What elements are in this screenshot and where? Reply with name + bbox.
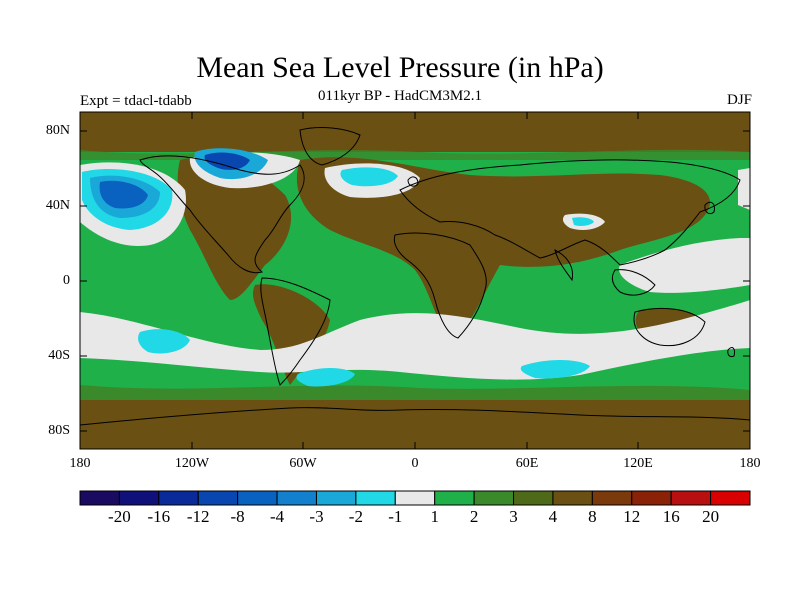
colorbar-label: 8 [588,507,597,526]
lat-ticks [80,130,750,432]
lon-label-0: 0 [411,456,419,471]
south-polar-band [80,398,750,449]
colorbar-label: -12 [186,507,210,526]
colorbar-swatch [237,490,278,506]
season-label: DJF [726,92,752,108]
colorbar [79,490,751,506]
coast-southeast-asia [611,269,656,296]
lat-label-80n: 80N [45,123,70,138]
colorbar-swatch [473,490,515,506]
coast-greenland [299,127,361,166]
west-pacific-grey [619,238,750,293]
colorbar-swatch [591,490,633,506]
map-title: Mean Sea Level Pressure (in hPa) [196,51,604,84]
lon-label-60e: 60E [515,456,539,471]
north-atlantic-low [340,167,398,187]
colorbar-swatch [276,490,317,506]
lon-label-60w: 60W [289,456,317,471]
colorbar-label: -16 [147,507,171,526]
colorbar-swatch [197,490,239,506]
colorbar-swatch [79,490,120,506]
colorbar-label: -8 [230,507,245,526]
colorbar-swatch [158,490,199,506]
coast-uk [407,176,419,187]
coast-india [554,249,574,282]
colorbar-label: -20 [108,507,131,526]
indian-ocean-low [520,360,590,379]
south-dark-green-band [80,385,750,400]
lat-label-0: 0 [63,273,70,288]
south-america-high [252,284,330,385]
coast-south-america [260,277,331,386]
lat-label-40n: 40N [45,198,70,213]
map-subtitle: 011kyr BP - HadCM3M2.1 [318,88,482,104]
south-atlantic-low [296,368,355,387]
coast-australia [633,307,706,347]
south-pacific-low [138,329,190,354]
colorbar-label: -1 [388,507,403,526]
north-america-high [177,157,292,300]
lon-ticks [79,112,751,449]
north-pacific-low-core [99,180,148,209]
colorbar-swatch [434,490,475,506]
colorbar-label: 2 [469,507,479,526]
tibet-cyan [572,217,594,226]
lon-label-180e: 180 [739,456,761,471]
colorbar-label: -4 [270,507,285,526]
colorbar-swatch [118,490,160,506]
lon-label-120w: 120W [174,456,210,471]
colorbar-label: 20 [702,507,720,526]
eurasia-africa-high [296,157,710,340]
lat-label-80s: 80S [48,423,70,438]
colorbar-label: 12 [623,507,641,526]
colorbar-swatch [513,490,554,506]
east-asia-grey [738,168,750,210]
lat-label-40s: 40S [48,348,70,363]
experiment-label: Expt = tdacl-tdabb [80,93,192,109]
colorbar-swatch [552,490,593,506]
coast-africa [393,232,487,339]
pressure-field [80,112,750,449]
colorbar-swatch [355,490,396,506]
colorbar-label: 16 [662,507,680,526]
coast-antarctica [80,407,750,426]
colorbar-swatch [394,490,436,506]
colorbar-swatch [631,490,672,506]
coast-japan [704,201,715,215]
coast-new-zealand [727,347,735,358]
lon-label-180w: 180 [69,456,91,471]
lon-label-120e: 120E [623,456,653,471]
colorbar-swatch [315,490,357,506]
colorbar-label: 1 [430,507,439,526]
colorbar-swatch [710,490,751,506]
colorbar-label: -3 [309,507,324,526]
coast-eurasia [399,159,741,266]
arctic-canada-core [204,152,250,170]
coast-north-america [139,155,305,274]
colorbar-label: 3 [509,507,518,526]
colorbar-label: -2 [348,507,363,526]
southern-grey-band [80,300,750,380]
colorbar-label: 4 [548,507,558,526]
coastlines [80,127,750,426]
colorbar-swatch [670,490,712,506]
